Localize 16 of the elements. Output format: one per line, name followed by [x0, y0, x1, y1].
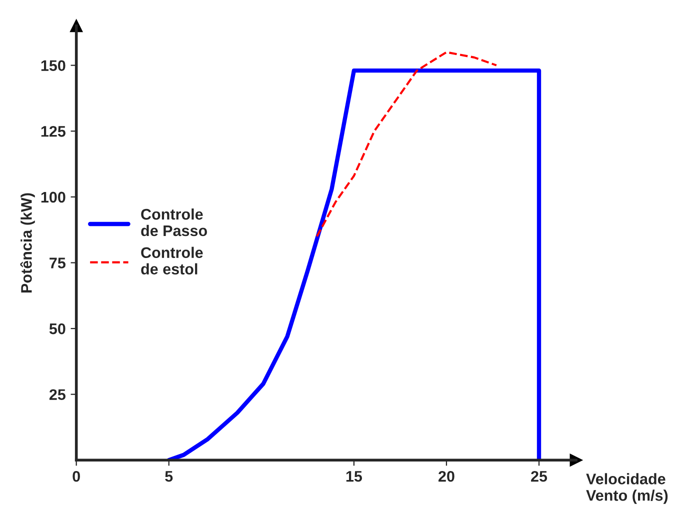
- y-tick-label: 50: [49, 323, 66, 334]
- legend-label: Controle de Passo: [141, 208, 207, 236]
- y-tick-label: 75: [50, 258, 66, 268]
- y-axis-title: Potência (kW): [20, 193, 35, 292]
- x-tick-label: 20: [438, 470, 454, 482]
- x-tick-label: 5: [165, 471, 173, 482]
- x-tick-label: 15: [346, 471, 362, 482]
- line-series: [316, 51, 498, 238]
- x-tick-label: 25: [531, 470, 548, 482]
- x-axis-title: Velocidade Vento (m/s): [586, 473, 668, 504]
- y-tick-label: 125: [41, 126, 66, 137]
- y-tick-label: 100: [41, 192, 66, 203]
- x-tick-label: 0: [72, 470, 80, 482]
- y-tick-label: 150: [41, 60, 66, 72]
- legend-label: Controle de estol: [141, 246, 203, 274]
- y-tick-label: 25: [49, 389, 66, 400]
